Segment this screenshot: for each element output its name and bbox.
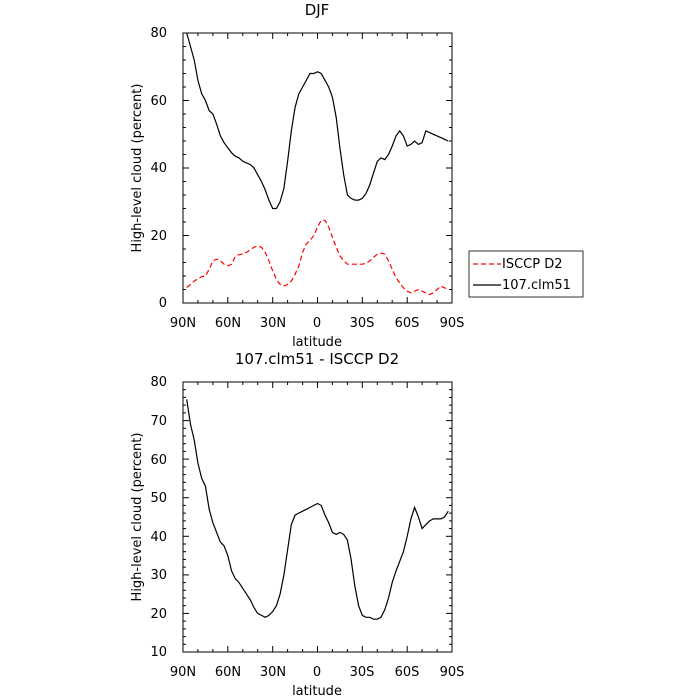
y-axis-label: High-level cloud (percent) [130,84,145,253]
x-tick-label: 90S [440,665,465,680]
series-line-0 [186,399,449,620]
y-tick-label: 30 [150,568,167,583]
y-tick-label: 20 [150,607,167,622]
y-tick-label: 10 [150,645,167,660]
chart-djf: DJF 90N 60N 30N 0 30S 60S 90S 0 20 40 60… [130,1,584,350]
y-tick-label: 50 [150,491,167,506]
legend-box [468,250,584,298]
y-tick-label: 60 [150,94,167,109]
y-tick-label: 80 [150,26,167,41]
x-axis-label: latitude [292,335,342,350]
x-tick-label: 60N [215,665,241,680]
y-tick-label: 0 [159,296,167,311]
y-tick-label: 60 [150,453,167,468]
chart-title: DJF [305,1,330,19]
y-tick-label: 80 [150,375,167,390]
y-tick-label: 40 [150,161,167,176]
y-tick-labels: 0 20 40 60 80 [150,26,167,311]
legend-label-isccp: ISCCP D2 [502,257,563,272]
y-tick-label: 40 [150,530,167,545]
x-axis-label: latitude [292,684,342,699]
legend: ISCCP D2 107.clm51 [468,250,584,298]
series-lines [186,399,449,620]
series-line-107-clm51 [186,32,449,210]
y-tick-label: 20 [150,229,167,244]
x-tick-label: 60N [215,316,241,331]
x-tick-label: 90S [440,316,465,331]
plot-frame [182,32,453,304]
legend-label-clm51: 107.clm51 [502,278,571,293]
ticks [182,381,453,653]
x-tick-label: 90N [170,665,196,680]
series-lines [186,32,449,296]
x-tick-label: 0 [313,665,321,680]
x-tick-label: 60S [395,665,420,680]
chart-title: 107.clm51 - ISCCP D2 [235,350,399,368]
x-tick-labels: 90N 60N 30N 0 30S 60S 90S [170,665,465,680]
ticks [182,32,453,304]
x-tick-label: 60S [395,316,420,331]
y-axis-label: High-level cloud (percent) [130,433,145,602]
chart-difference: 107.clm51 - ISCCP D2 90N 60N 30N 0 30S 6… [130,350,464,699]
y-tick-labels: 10 20 30 40 50 60 70 80 [150,375,167,660]
x-tick-labels: 90N 60N 30N 0 30S 60S 90S [170,316,465,331]
x-tick-label: 90N [170,316,196,331]
x-tick-label: 30N [260,316,286,331]
x-tick-label: 0 [313,316,321,331]
y-tick-label: 70 [150,414,167,429]
x-tick-label: 30S [350,665,375,680]
series-line-isccp-d2 [186,219,449,296]
x-tick-label: 30N [260,665,286,680]
x-tick-label: 30S [350,316,375,331]
